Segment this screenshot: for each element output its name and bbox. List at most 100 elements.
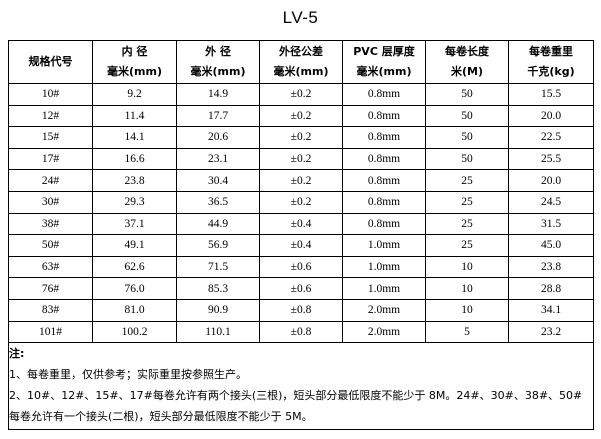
cell-spec-code: 50# bbox=[8, 234, 93, 257]
cell-roll-weight: 22.5 bbox=[508, 126, 594, 149]
cell-inner-diameter: 14.1 bbox=[92, 126, 177, 149]
cell-roll-weight: 20.0 bbox=[508, 104, 594, 128]
header-spec-code: 规格代号 bbox=[8, 40, 93, 84]
cell-pvc-thickness: 0.8mm bbox=[342, 126, 426, 149]
cell-roll-weight: 23.2 bbox=[508, 320, 594, 344]
cell-od-tolerance: ±0.2 bbox=[259, 104, 343, 128]
header-roll-weight: 每卷重里 千克(kg) bbox=[508, 40, 594, 84]
note-line: 每卷允许有一个接头(二根)，短头部分最低限度不能少于 5M。 bbox=[9, 410, 313, 424]
cell-roll-weight: 15.5 bbox=[508, 83, 594, 106]
header-od-tolerance: 外径公差 毫米(mm) bbox=[259, 40, 343, 84]
cell-spec-code: 10# bbox=[8, 83, 93, 106]
cell-od-tolerance: ±0.8 bbox=[259, 320, 343, 344]
cell-pvc-thickness: 0.8mm bbox=[342, 147, 426, 171]
cell-outer-diameter: 56.9 bbox=[176, 234, 260, 257]
cell-roll-weight: 31.5 bbox=[508, 212, 594, 236]
cell-roll-weight: 25.5 bbox=[508, 147, 594, 171]
cell-pvc-thickness: 0.8mm bbox=[342, 83, 426, 106]
table-row: 30# 29.3 36.5 ±0.2 0.8mm 25 24.5 bbox=[8, 190, 594, 214]
cell-pvc-thickness: 1.0mm bbox=[342, 277, 426, 300]
cell-inner-diameter: 49.1 bbox=[92, 234, 177, 257]
table-row: 38# 37.1 44.9 ±0.4 0.8mm 25 31.5 bbox=[8, 212, 594, 236]
spec-table: 规格代号 内 径毫米(mm) 外 径毫米(mm) 外径公差 毫米(mm) PVC … bbox=[8, 40, 594, 431]
cell-od-tolerance: ±0.4 bbox=[259, 234, 343, 257]
cell-roll-length: 25 bbox=[425, 190, 509, 214]
cell-spec-code: 38# bbox=[8, 212, 93, 236]
notes-heading: 注: bbox=[9, 347, 25, 361]
header-inner-diameter: 内 径毫米(mm) bbox=[92, 40, 177, 84]
cell-od-tolerance: ±0.2 bbox=[259, 83, 343, 106]
table-row: 17# 16.6 23.1 ±0.2 0.8mm 50 25.5 bbox=[8, 147, 594, 171]
cell-outer-diameter: 17.7 bbox=[176, 104, 260, 128]
cell-roll-weight: 45.0 bbox=[508, 234, 594, 257]
table-row: 50# 49.1 56.9 ±0.4 1.0mm 25 45.0 bbox=[8, 234, 594, 257]
table-row: 101# 100.2 110.1 ±0.8 2.0mm 5 23.2 bbox=[8, 320, 594, 344]
cell-outer-diameter: 20.6 bbox=[176, 126, 260, 149]
cell-pvc-thickness: 0.8mm bbox=[342, 169, 426, 192]
cell-roll-weight: 23.8 bbox=[508, 255, 594, 279]
page-title: LV-5 bbox=[282, 8, 319, 27]
cell-outer-diameter: 23.1 bbox=[176, 147, 260, 171]
cell-outer-diameter: 44.9 bbox=[176, 212, 260, 236]
cell-outer-diameter: 30.4 bbox=[176, 169, 260, 192]
cell-inner-diameter: 62.6 bbox=[92, 255, 177, 279]
cell-roll-length: 50 bbox=[425, 126, 509, 149]
cell-pvc-thickness: 2.0mm bbox=[342, 320, 426, 344]
cell-pvc-thickness: 0.8mm bbox=[342, 190, 426, 214]
cell-spec-code: 15# bbox=[8, 126, 93, 149]
cell-od-tolerance: ±0.6 bbox=[259, 277, 343, 300]
cell-od-tolerance: ±0.2 bbox=[259, 126, 343, 149]
notes-row: 注: 1、每卷重里，仅供参考；实际重里按参照生产。 2、10#、12#、15#、… bbox=[8, 342, 594, 431]
header-pvc-thickness: PVC 层厚度 毫米(mm) bbox=[342, 40, 426, 84]
cell-inner-diameter: 23.8 bbox=[92, 169, 177, 192]
cell-inner-diameter: 81.0 bbox=[92, 298, 177, 322]
table-row: 15# 14.1 20.6 ±0.2 0.8mm 50 22.5 bbox=[8, 126, 594, 149]
cell-spec-code: 83# bbox=[8, 298, 93, 322]
cell-roll-length: 25 bbox=[425, 234, 509, 257]
cell-od-tolerance: ±0.8 bbox=[259, 298, 343, 322]
cell-roll-weight: 28.8 bbox=[508, 277, 594, 300]
cell-roll-length: 50 bbox=[425, 104, 509, 128]
cell-inner-diameter: 29.3 bbox=[92, 190, 177, 214]
cell-spec-code: 63# bbox=[8, 255, 93, 279]
cell-roll-length: 50 bbox=[425, 147, 509, 171]
cell-od-tolerance: ±0.2 bbox=[259, 169, 343, 192]
cell-spec-code: 17# bbox=[8, 147, 93, 171]
cell-outer-diameter: 110.1 bbox=[176, 320, 260, 344]
cell-inner-diameter: 76.0 bbox=[92, 277, 177, 300]
cell-pvc-thickness: 0.8mm bbox=[342, 104, 426, 128]
cell-od-tolerance: ±0.2 bbox=[259, 147, 343, 171]
cell-outer-diameter: 71.5 bbox=[176, 255, 260, 279]
cell-pvc-thickness: 2.0mm bbox=[342, 298, 426, 322]
table-row: 63# 62.6 71.5 ±0.6 1.0mm 10 23.8 bbox=[8, 255, 594, 279]
cell-roll-length: 5 bbox=[425, 320, 509, 344]
cell-inner-diameter: 9.2 bbox=[92, 83, 177, 106]
cell-outer-diameter: 14.9 bbox=[176, 83, 260, 106]
cell-outer-diameter: 36.5 bbox=[176, 190, 260, 214]
table-row: 83# 81.0 90.9 ±0.8 2.0mm 10 34.1 bbox=[8, 298, 594, 322]
cell-roll-length: 10 bbox=[425, 298, 509, 322]
cell-inner-diameter: 16.6 bbox=[92, 147, 177, 171]
table-row: 10# 9.2 14.9 ±0.2 0.8mm 50 15.5 bbox=[8, 83, 594, 106]
cell-roll-weight: 24.5 bbox=[508, 190, 594, 214]
cell-outer-diameter: 90.9 bbox=[176, 298, 260, 322]
cell-roll-weight: 34.1 bbox=[508, 298, 594, 322]
cell-pvc-thickness: 0.8mm bbox=[342, 212, 426, 236]
cell-roll-length: 50 bbox=[425, 83, 509, 106]
note-line: 1、每卷重里，仅供参考；实际重里按参照生产。 bbox=[9, 368, 247, 382]
cell-spec-code: 76# bbox=[8, 277, 93, 300]
note-line: 2、10#、12#、15#、17#每卷允许有两个接头(三根)，短头部分最低限度不… bbox=[9, 389, 583, 403]
header-outer-diameter: 外 径毫米(mm) bbox=[176, 40, 260, 84]
table-header-row: 规格代号 内 径毫米(mm) 外 径毫米(mm) 外径公差 毫米(mm) PVC … bbox=[8, 40, 594, 84]
cell-od-tolerance: ±0.2 bbox=[259, 190, 343, 214]
notes-cell: 注: 1、每卷重里，仅供参考；实际重里按参照生产。 2、10#、12#、15#、… bbox=[8, 342, 594, 431]
cell-outer-diameter: 85.3 bbox=[176, 277, 260, 300]
cell-roll-length: 10 bbox=[425, 277, 509, 300]
cell-roll-weight: 20.0 bbox=[508, 169, 594, 192]
cell-inner-diameter: 11.4 bbox=[92, 104, 177, 128]
cell-od-tolerance: ±0.6 bbox=[259, 255, 343, 279]
cell-inner-diameter: 37.1 bbox=[92, 212, 177, 236]
table-row: 12# 11.4 17.7 ±0.2 0.8mm 50 20.0 bbox=[8, 104, 594, 128]
cell-roll-length: 25 bbox=[425, 212, 509, 236]
cell-roll-length: 10 bbox=[425, 255, 509, 279]
